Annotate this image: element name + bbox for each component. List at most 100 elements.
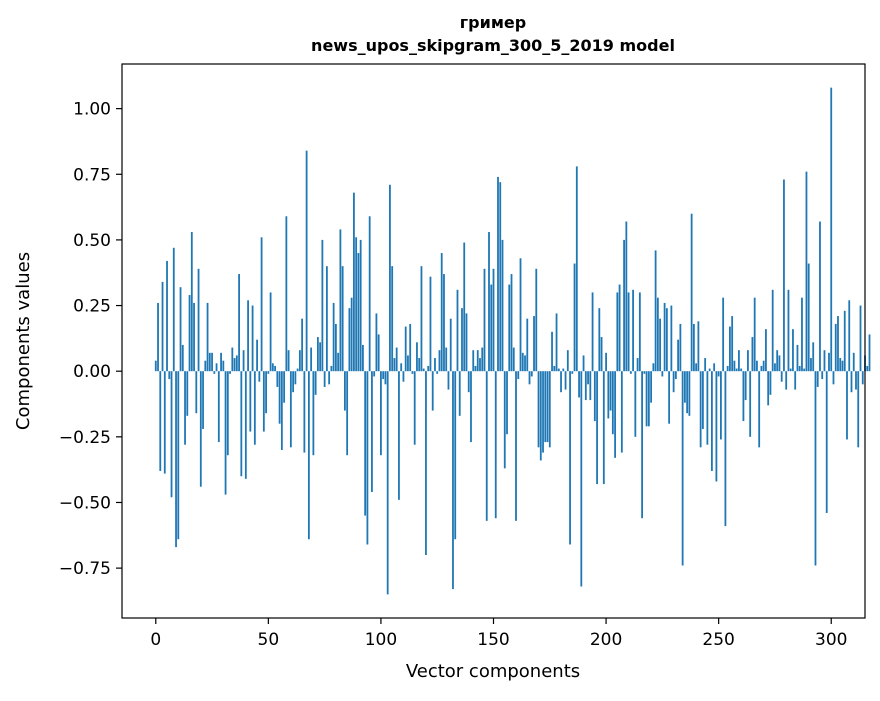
bar-11: [179, 287, 182, 372]
bar-79: [332, 302, 335, 372]
bar-90: [357, 253, 360, 372]
bar-13: [184, 371, 186, 445]
bar-149: [490, 284, 493, 372]
bar-18: [195, 371, 198, 414]
bar-16: [190, 232, 193, 372]
bar-295: [819, 221, 821, 372]
bar-192: [587, 371, 589, 385]
bar-278: [780, 371, 783, 382]
chart-subtitle: news_upos_skipgram_300_5_2019 model: [311, 36, 675, 55]
bar-54: [276, 371, 279, 387]
bar-80: [334, 323, 337, 372]
bar-242: [699, 371, 702, 448]
bar-246: [708, 368, 711, 372]
bar-47: [260, 237, 263, 372]
bar-185: [571, 371, 574, 374]
bar-118: [420, 266, 423, 372]
bar-114: [411, 371, 414, 374]
bar-194: [591, 292, 594, 372]
bar-168: [533, 316, 535, 372]
bar-121: [427, 365, 430, 372]
bar-95: [368, 216, 371, 372]
bar-203: [611, 371, 614, 435]
bar-32: [226, 371, 229, 456]
x-tick-label-0: 0: [150, 630, 161, 650]
bar-35: [233, 358, 236, 372]
bar-72: [316, 337, 319, 372]
bar-293: [814, 371, 817, 566]
bar-39: [242, 350, 245, 372]
bar-223: [656, 297, 659, 372]
bar-85: [346, 371, 349, 456]
bar-210: [627, 292, 630, 372]
bar-69: [310, 347, 313, 372]
bar-212: [632, 289, 634, 372]
bar-237: [688, 371, 691, 416]
y-axis-label: Components values: [13, 252, 34, 430]
bar-145: [481, 347, 484, 372]
bar-15: [188, 295, 191, 372]
bar-175: [548, 371, 551, 448]
bar-142: [474, 365, 477, 372]
bar-276: [776, 350, 779, 372]
bar-296: [821, 371, 824, 380]
bar-133: [454, 371, 457, 540]
bar-197: [598, 308, 601, 372]
bar-282: [789, 368, 792, 372]
bar-268: [758, 371, 761, 448]
bar-204: [614, 371, 616, 458]
bar-57: [283, 371, 286, 403]
bar-166: [528, 371, 531, 385]
bar-201: [607, 371, 610, 419]
bar-144: [479, 358, 481, 372]
bar-304: [839, 358, 842, 372]
bar-245: [706, 371, 709, 445]
bar-157: [508, 284, 511, 372]
bar-155: [503, 371, 506, 469]
bar-101: [382, 371, 385, 380]
bar-91: [359, 239, 362, 372]
bar-199: [602, 371, 605, 485]
bar-312: [857, 371, 860, 448]
bar-174: [546, 371, 549, 443]
bar-115: [413, 371, 416, 445]
bar-290: [807, 263, 810, 372]
y-tick-label-2: −0.25: [59, 428, 111, 448]
bar-63: [296, 368, 299, 372]
bar-105: [391, 266, 394, 372]
y-tick-label-7: 1.00: [73, 100, 111, 120]
bar-162: [519, 258, 522, 372]
bar-34: [231, 347, 234, 372]
bar-310: [852, 352, 855, 372]
bar-120: [425, 371, 427, 555]
bar-55: [278, 371, 281, 424]
bar-186: [573, 263, 576, 372]
bar-126: [438, 350, 441, 372]
bar-86: [348, 308, 351, 372]
bar-188: [578, 371, 580, 398]
x-tick-label-6: 300: [815, 630, 847, 650]
bar-37: [238, 274, 240, 372]
bar-83: [341, 266, 344, 372]
bar-1: [157, 302, 159, 372]
bar-202: [609, 371, 612, 411]
bar-75: [323, 371, 326, 387]
bar-239: [692, 323, 695, 372]
bar-152: [497, 176, 499, 372]
bar-103: [386, 371, 389, 595]
bar-30: [222, 360, 225, 372]
bar-9: [175, 371, 177, 548]
bar-251: [720, 371, 722, 440]
bar-234: [681, 371, 684, 566]
bar-240: [695, 363, 698, 372]
bar-265: [751, 337, 754, 372]
bar-225: [661, 371, 664, 377]
bar-294: [816, 371, 819, 387]
bar-244: [704, 358, 707, 372]
bar-177: [553, 365, 556, 372]
bar-207: [620, 371, 623, 453]
bar-64: [298, 350, 301, 372]
bar-227: [665, 308, 668, 372]
